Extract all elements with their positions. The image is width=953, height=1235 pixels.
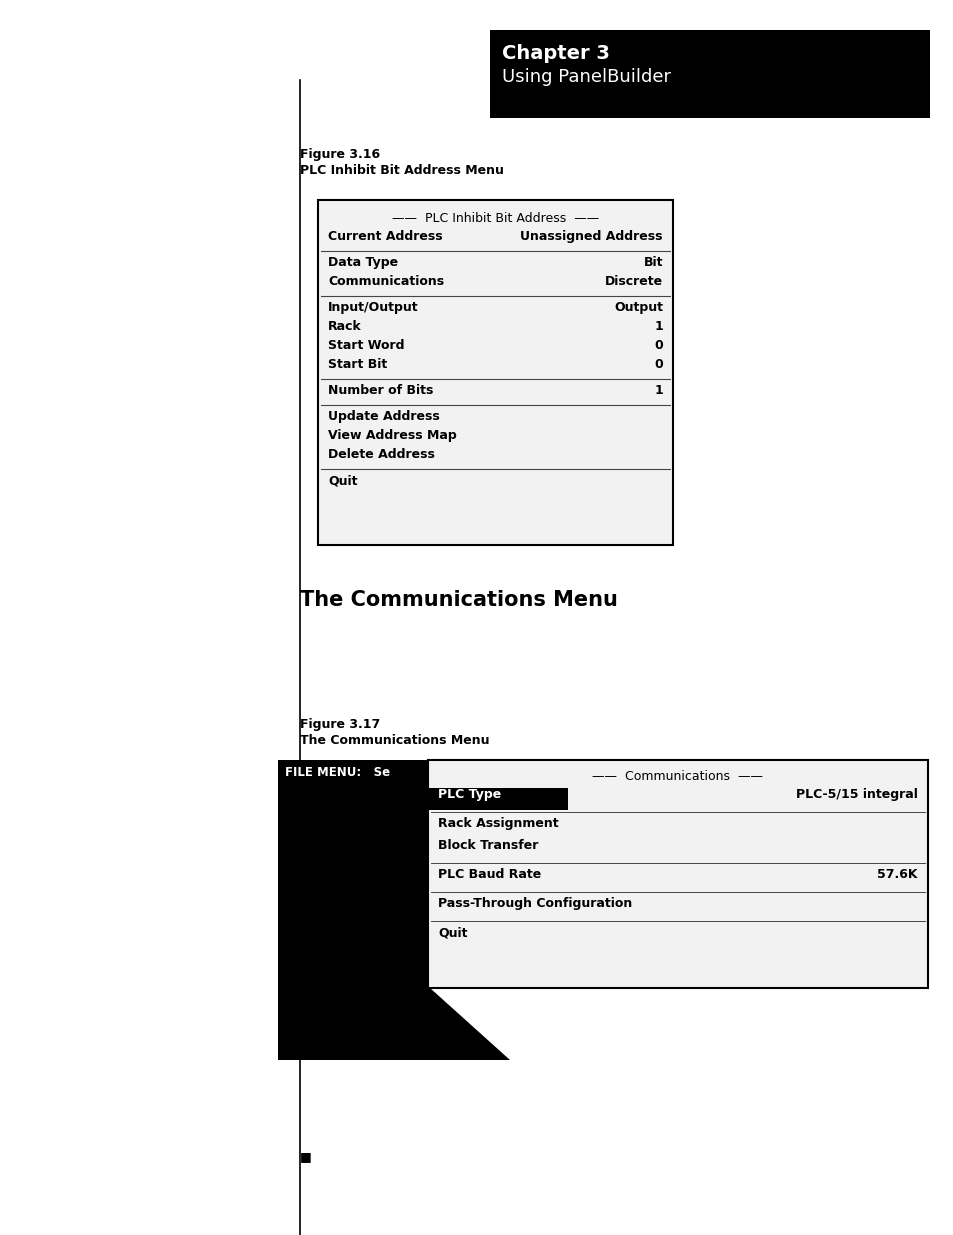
Text: Using PanelBuilder: Using PanelBuilder xyxy=(501,68,670,86)
Text: 1: 1 xyxy=(654,384,662,396)
Text: Unassigned Address: Unassigned Address xyxy=(520,230,662,243)
Text: Rack: Rack xyxy=(328,320,361,333)
Text: Rack Assignment: Rack Assignment xyxy=(437,818,558,830)
Text: Start Word: Start Word xyxy=(328,338,404,352)
Text: ——  PLC Inhibit Bit Address  ——: —— PLC Inhibit Bit Address —— xyxy=(392,212,598,225)
Text: Data Type: Data Type xyxy=(328,256,397,269)
Text: Discrete: Discrete xyxy=(604,275,662,288)
Polygon shape xyxy=(277,988,510,1060)
FancyBboxPatch shape xyxy=(428,760,927,988)
Text: Current Address: Current Address xyxy=(328,230,442,243)
Text: ■: ■ xyxy=(299,1150,312,1163)
Text: Figure 3.16: Figure 3.16 xyxy=(299,148,379,161)
Text: Quit: Quit xyxy=(437,926,467,939)
Text: 0: 0 xyxy=(654,358,662,370)
Text: Number of Bits: Number of Bits xyxy=(328,384,433,396)
Text: 57.6K: 57.6K xyxy=(877,868,917,881)
Text: Pass-Through Configuration: Pass-Through Configuration xyxy=(437,897,632,910)
Text: Update Address: Update Address xyxy=(328,410,439,424)
Text: ——  Communications  ——: —— Communications —— xyxy=(592,769,762,783)
Text: Chapter 3: Chapter 3 xyxy=(501,44,609,63)
Text: Quit: Quit xyxy=(328,474,357,487)
Text: PLC-5/15 integral: PLC-5/15 integral xyxy=(796,788,917,802)
Text: 1: 1 xyxy=(654,320,662,333)
Text: PLC Type: PLC Type xyxy=(437,788,500,802)
Text: Bit: Bit xyxy=(643,256,662,269)
Text: PLC Inhibit Bit Address Menu: PLC Inhibit Bit Address Menu xyxy=(299,164,503,177)
FancyBboxPatch shape xyxy=(490,30,929,119)
Text: Delete Address: Delete Address xyxy=(328,448,435,461)
Text: The Communications Menu: The Communications Menu xyxy=(299,734,489,747)
Text: PLC Baud Rate: PLC Baud Rate xyxy=(437,868,540,881)
Text: View Address Map: View Address Map xyxy=(328,429,456,442)
Text: 0: 0 xyxy=(654,338,662,352)
Text: Figure 3.17: Figure 3.17 xyxy=(299,718,380,731)
Text: Output: Output xyxy=(614,301,662,314)
Text: FILE MENU:   Se: FILE MENU: Se xyxy=(285,766,390,779)
Text: Block Transfer: Block Transfer xyxy=(437,839,537,852)
Text: The Communications Menu: The Communications Menu xyxy=(299,590,618,610)
FancyBboxPatch shape xyxy=(317,200,672,545)
Text: Input/Output: Input/Output xyxy=(328,301,418,314)
Text: Start Bit: Start Bit xyxy=(328,358,387,370)
Text: Communications: Communications xyxy=(328,275,444,288)
FancyBboxPatch shape xyxy=(277,760,927,988)
FancyBboxPatch shape xyxy=(428,788,567,810)
